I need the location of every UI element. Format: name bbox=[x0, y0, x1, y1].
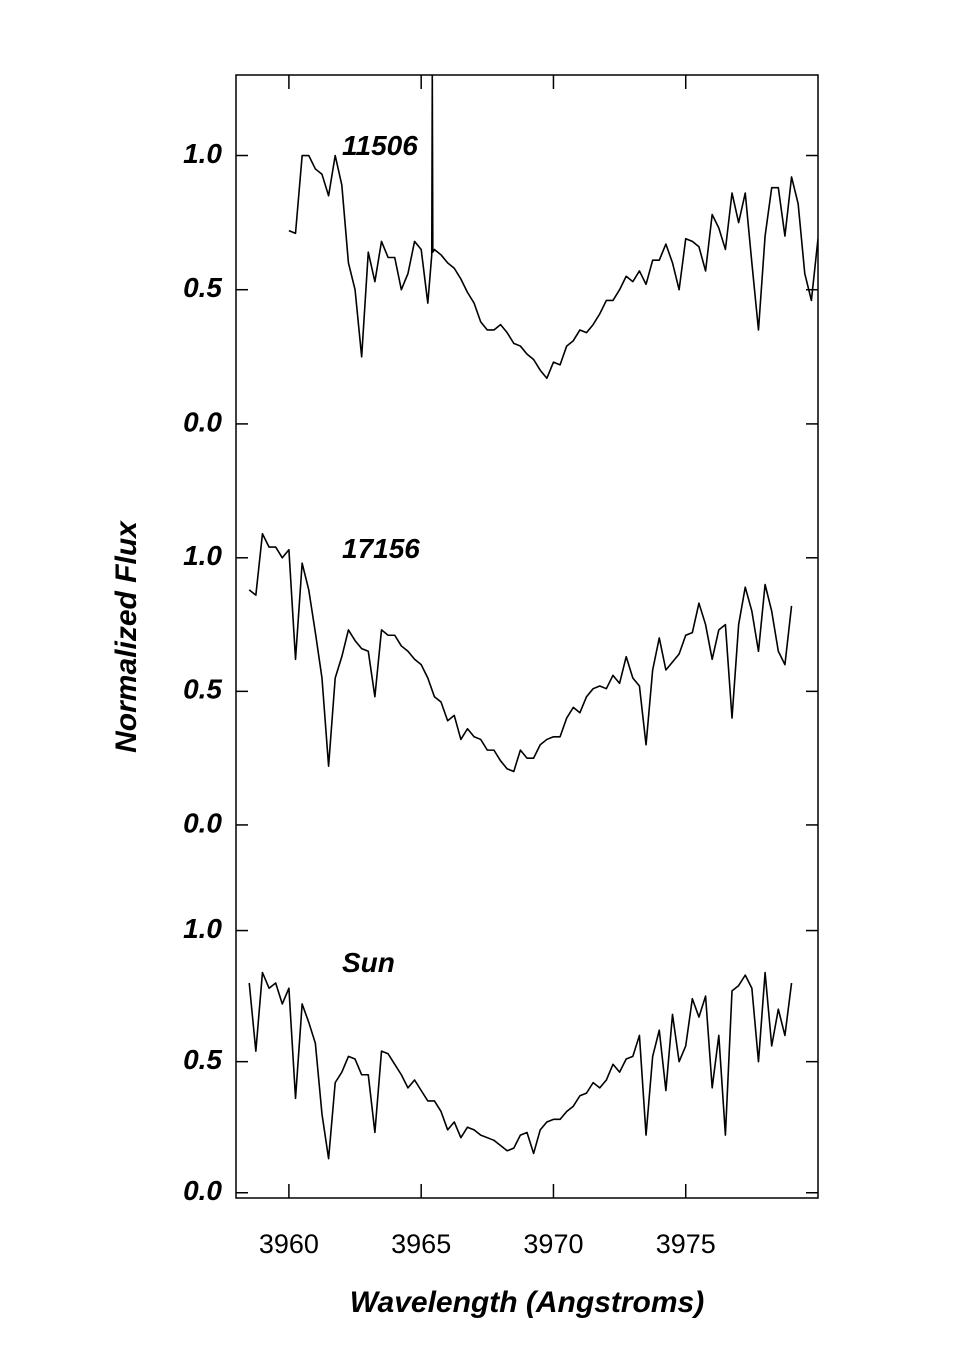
y-tick-label: 0.0 bbox=[183, 406, 222, 437]
y-tick-label: 0.5 bbox=[183, 674, 222, 705]
spectrum-label: 11506 bbox=[342, 130, 418, 161]
y-tick-label: 1.0 bbox=[183, 138, 222, 169]
x-tick-label: 3975 bbox=[656, 1229, 716, 1259]
x-axis-title: Wavelength (Angstroms) bbox=[350, 1286, 704, 1319]
y-tick-label: 1.0 bbox=[183, 540, 222, 571]
spectrum-line bbox=[248, 532, 793, 773]
y-tick-label: 0.5 bbox=[183, 1044, 222, 1075]
spectrum-line bbox=[288, 75, 818, 380]
spectrum-label: 17156 bbox=[342, 533, 420, 564]
x-tick-label: 3960 bbox=[259, 1229, 319, 1259]
y-tick-label: 0.5 bbox=[183, 272, 222, 303]
y-tick-label: 1.0 bbox=[183, 913, 222, 944]
y-tick-label: 0.0 bbox=[183, 807, 222, 838]
y-axis-title: Normalized Flux bbox=[110, 520, 143, 753]
plot-frame bbox=[235, 74, 819, 1199]
spectrum-line bbox=[248, 971, 793, 1160]
y-tick-label: 0.0 bbox=[183, 1175, 222, 1206]
plot-area bbox=[248, 75, 818, 1160]
spectrum-label: Sun bbox=[342, 947, 395, 978]
x-tick-label: 3970 bbox=[523, 1229, 583, 1259]
x-tick-label: 3965 bbox=[391, 1229, 451, 1259]
